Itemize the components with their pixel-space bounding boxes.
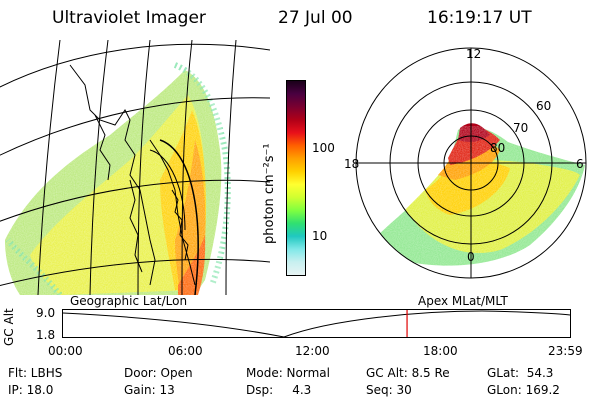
timeline-axis-name: GC Alt: [2, 308, 16, 346]
colorbar-label: photon cm⁻²s⁻¹: [262, 143, 277, 244]
geographic-image: [0, 40, 270, 295]
glat-info: GLat: 54.3: [487, 366, 554, 380]
timeline-y-bottom: 1.8: [36, 328, 56, 342]
color-scale-bar: [286, 80, 306, 276]
altitude-timeline: [62, 309, 571, 338]
colorbar-tick-100: 100: [312, 141, 335, 155]
mlt-label-6: 6: [576, 157, 584, 171]
gc-alt-info: GC Alt: 8.5 Re: [366, 366, 450, 380]
time-tick-0: 00:00: [48, 344, 83, 358]
polar-plot: 12 18 6 0 60 70 80: [344, 47, 587, 279]
time-tick-2: 12:00: [295, 344, 330, 358]
time-tick-4: 23:59: [548, 344, 583, 358]
filter-info: Flt: LBHS: [8, 366, 63, 380]
dsp-info: Dsp: 4.3: [246, 383, 312, 397]
ip-info: IP: 18.0: [8, 383, 54, 397]
time-tick-1: 06:00: [168, 344, 203, 358]
door-info: Door: Open: [124, 366, 193, 380]
time-label: 16:19:17 UT: [427, 8, 532, 28]
colorbar-tick-10: 10: [312, 229, 328, 243]
mlat-label-80: 80: [490, 141, 505, 155]
mlat-label-60: 60: [536, 99, 551, 113]
timeline-y-top: 9.0: [36, 306, 56, 320]
date-label: 27 Jul 00: [278, 8, 353, 28]
time-tick-3: 18:00: [423, 344, 458, 358]
timeline-right-title: Apex MLat/MLT: [418, 294, 508, 308]
mlt-label-0: 0: [467, 250, 475, 264]
timeline-left-title: Geographic Lat/Lon: [70, 294, 188, 308]
mlt-label-12: 12: [466, 47, 481, 61]
glon-info: GLon: 169.2: [487, 383, 560, 397]
gain-info: Gain: 13: [124, 383, 175, 397]
mlat-label-70: 70: [513, 121, 528, 135]
mlt-label-18: 18: [344, 157, 359, 171]
instrument-title: Ultraviolet Imager: [52, 8, 206, 28]
mode-info: Mode: Normal: [246, 366, 330, 380]
seq-info: Seq: 30: [366, 383, 412, 397]
